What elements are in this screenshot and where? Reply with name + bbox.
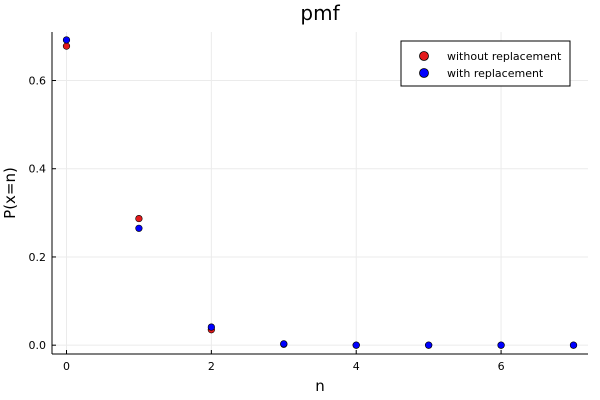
legend-marker-without-replacement xyxy=(419,51,429,61)
legend: without replacement with replacement xyxy=(400,40,571,87)
point-with-replacement xyxy=(280,340,288,348)
y-tick-label: 0.0 xyxy=(29,339,47,352)
y-tick-label: 0.6 xyxy=(29,75,47,88)
x-tick-label: 4 xyxy=(353,360,360,373)
y-tick-label: 0.4 xyxy=(29,163,47,176)
axis-layer xyxy=(51,32,588,355)
x-tick-label: 2 xyxy=(208,360,215,373)
y-tick-label: 0.2 xyxy=(29,251,47,264)
legend-label-without-replacement: without replacement xyxy=(447,50,562,63)
point-with-replacement xyxy=(497,341,505,349)
points-layer xyxy=(62,36,578,349)
y-axis-title: P(x=n) xyxy=(1,167,19,219)
point-with-replacement xyxy=(62,36,71,44)
point-with-replacement xyxy=(425,341,433,349)
x-tick-label: 0 xyxy=(63,360,70,373)
point-with-replacement xyxy=(352,341,360,349)
point-with-replacement xyxy=(207,323,215,331)
legend-marker-with-replacement xyxy=(419,68,429,78)
point-with-replacement xyxy=(135,224,143,232)
x-axis-title: n xyxy=(315,377,325,395)
point-with-replacement xyxy=(569,341,578,349)
legend-box xyxy=(400,40,571,87)
point-without-replacement xyxy=(62,42,71,50)
x-tick-label: 6 xyxy=(498,360,505,373)
legend-label-with-replacement: with replacement xyxy=(447,67,544,80)
tick-layer: 0 2 4 6 0.0 0.2 0.4 0.6 xyxy=(29,75,505,373)
chart-title: pmf xyxy=(300,1,340,25)
point-without-replacement xyxy=(135,214,143,223)
